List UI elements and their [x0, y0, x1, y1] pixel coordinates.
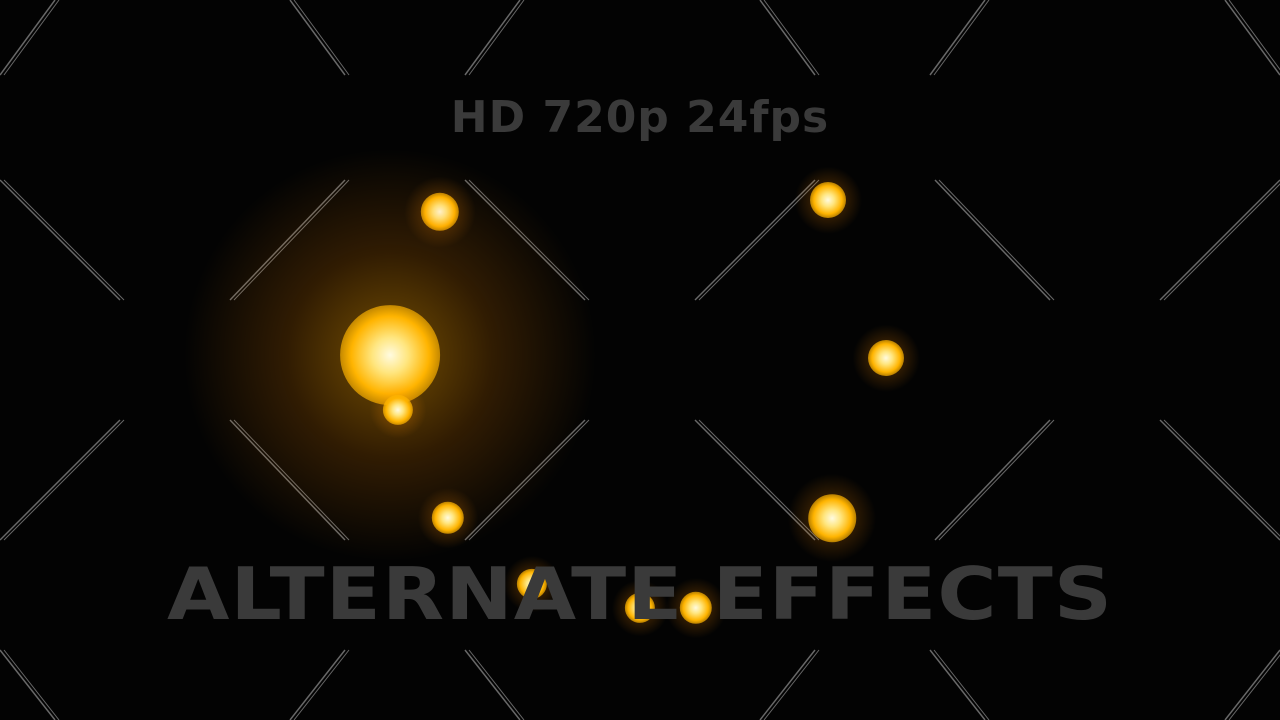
watermark-line — [1228, 0, 1280, 71]
watermark-line — [293, 649, 350, 720]
watermark-line — [759, 649, 816, 720]
watermark-line — [3, 179, 125, 301]
watermark-line — [464, 649, 521, 720]
orb-top-left — [420, 192, 460, 232]
watermark-line — [938, 179, 1055, 301]
watermark-line — [0, 0, 56, 76]
watermark-line — [3, 649, 60, 720]
watermark-line — [233, 179, 350, 301]
watermark-line — [694, 179, 816, 301]
title-text: ALTERNATE EFFECTS — [166, 552, 1114, 636]
orb-bottom-center-3 — [679, 591, 713, 625]
watermark-line — [468, 649, 525, 720]
watermark-line — [929, 0, 986, 76]
watermark-line — [698, 419, 820, 541]
watermark-line — [289, 649, 346, 720]
watermark-line — [933, 0, 990, 76]
watermark-line — [464, 419, 586, 541]
watermark-line — [0, 649, 56, 720]
watermark-line — [1163, 183, 1280, 301]
watermark-line — [938, 419, 1055, 541]
watermark-line — [763, 0, 820, 76]
watermark-line — [468, 419, 590, 541]
watermark-line — [933, 649, 990, 720]
watermark-line — [3, 419, 125, 541]
watermark-line — [468, 0, 525, 76]
orb-left-small — [382, 394, 414, 426]
watermark-line — [934, 179, 1051, 301]
watermark-line — [0, 419, 121, 541]
orb-left-large — [340, 305, 440, 405]
orb-bottom-right — [808, 494, 856, 542]
watermark-line — [464, 179, 586, 301]
watermark-line — [1159, 179, 1280, 301]
orb-bottom-center-2 — [624, 592, 656, 624]
watermark-line — [759, 0, 816, 76]
watermark-line — [1224, 649, 1280, 720]
watermark-line — [1163, 419, 1280, 537]
format-label: HD 720p 24fps — [450, 92, 830, 143]
watermark-line — [1228, 654, 1280, 720]
watermark-line — [229, 179, 346, 301]
watermark-line — [934, 419, 1051, 541]
watermark-line — [229, 419, 346, 541]
watermark-line — [233, 419, 350, 541]
orb-right-middle — [868, 340, 904, 376]
watermark-line — [1224, 0, 1280, 76]
watermark-line — [3, 0, 60, 76]
orb-bottom-center-1 — [516, 568, 548, 600]
watermark-line — [468, 179, 590, 301]
watermark-line — [293, 0, 350, 76]
watermark-line — [1159, 419, 1280, 541]
watermark-line — [698, 179, 820, 301]
watermark-line — [694, 419, 816, 541]
orb-bottom-left — [431, 501, 465, 535]
watermark-line — [763, 649, 820, 720]
orb-top-right — [810, 182, 846, 218]
watermark-line — [929, 649, 986, 720]
watermark-line — [289, 0, 346, 76]
watermark-line — [0, 179, 121, 301]
watermark-line — [464, 0, 521, 76]
